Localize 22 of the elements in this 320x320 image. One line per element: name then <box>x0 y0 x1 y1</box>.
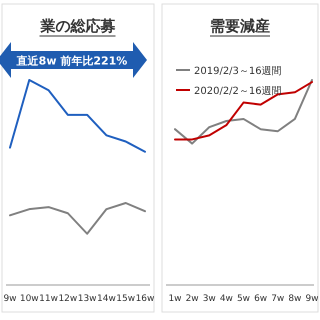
x-tick-label: 14w <box>97 294 116 304</box>
legend-label: 2019/2/3～16週間 <box>194 66 282 77</box>
x-tick-label: 9w <box>3 294 17 304</box>
x-tick-label: 7w <box>271 294 284 304</box>
x-tick-label: 16w <box>136 294 154 304</box>
x-tick-label: 11w <box>39 294 58 304</box>
text: 直近8w 前年比221% <box>16 54 128 68</box>
x-tick-label: 1w <box>168 294 182 304</box>
x-tick-label: 13w <box>78 294 97 304</box>
x-tick-label: 2w <box>186 294 199 304</box>
x-tick-label: 6w <box>254 294 268 304</box>
x-tick-label: 9w <box>305 294 319 304</box>
x-tick-label: 15w <box>116 294 136 304</box>
chart-title: 需要減産 <box>210 17 270 35</box>
x-tick-label: 8w <box>288 294 302 304</box>
chart-title: 業の総応募 <box>40 17 116 35</box>
x-tick-label: 12w <box>58 294 78 304</box>
x-tick-label: 10w <box>20 294 39 304</box>
x-tick-label: 4w <box>220 294 233 304</box>
x-tick-label: 3w <box>202 294 216 304</box>
x-tick-label: 5w <box>236 294 250 304</box>
legend-label: 2020/2/2～16週間 <box>194 86 282 97</box>
